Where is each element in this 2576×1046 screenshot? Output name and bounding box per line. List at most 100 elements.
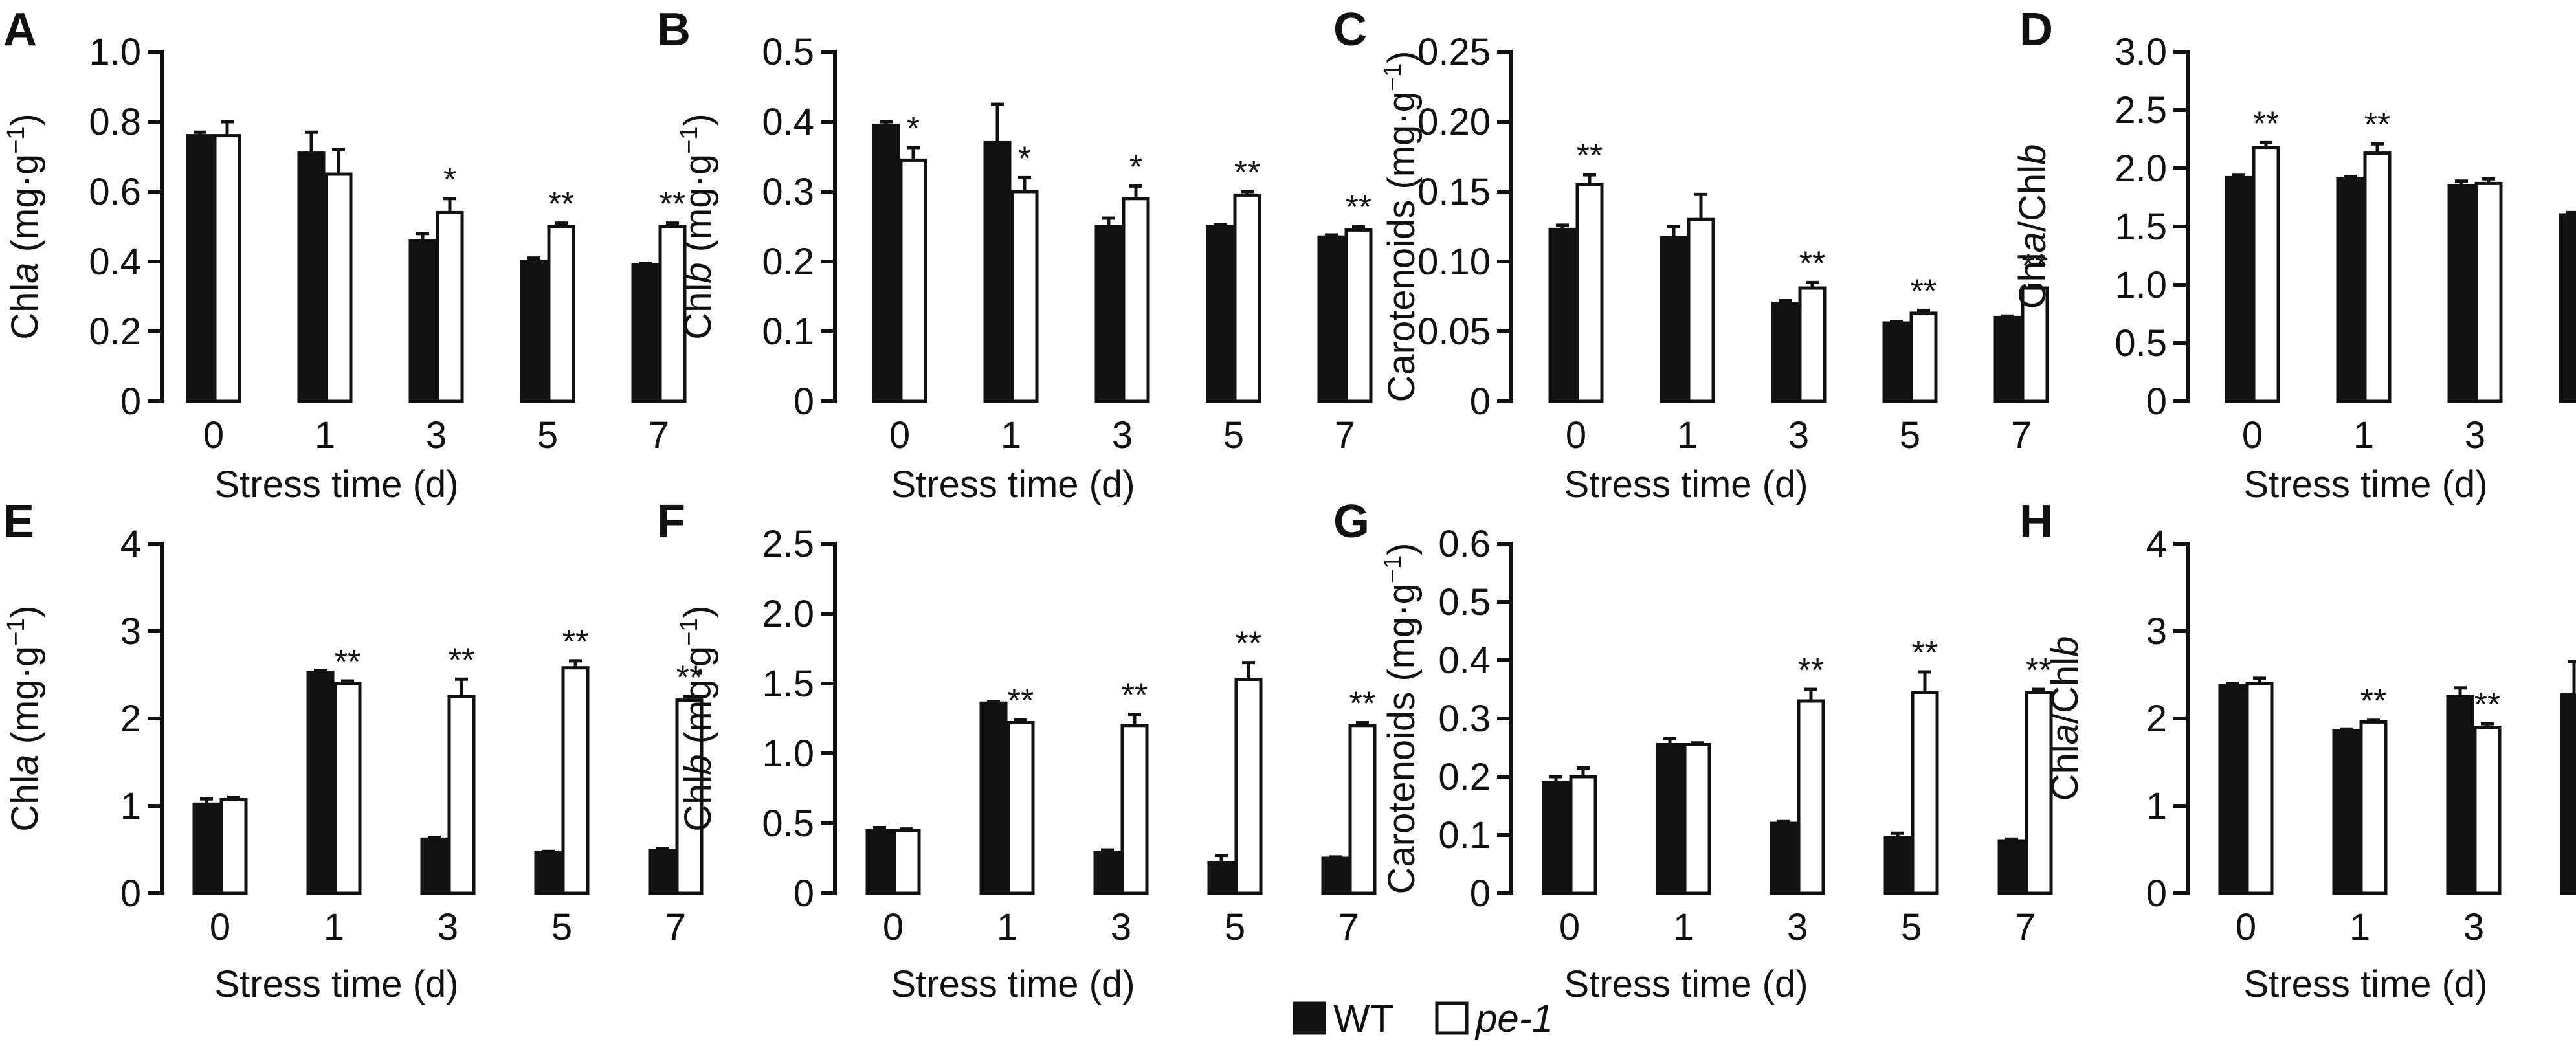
x-tick-label-f-0: 0 xyxy=(883,906,904,948)
y-axis-label-run-f-3: −1 xyxy=(676,618,703,646)
y-tick-label-e-2: 2 xyxy=(120,698,141,740)
error-bar-wt-c-1 xyxy=(1667,225,1680,238)
error-bar-pe-h-3 xyxy=(2481,722,2494,728)
bar-pe-b-1 xyxy=(1010,190,1039,403)
error-bar-wt-b-1 xyxy=(991,102,1004,143)
panel-f: F 0 0.5 1.0 1.5 2.0 2.5 Chlb (mg·g−1) 0 ** 1 ** 3 ** 5… xyxy=(657,496,1377,1005)
error-bar-pe-a-7 xyxy=(666,221,679,227)
y-axis-label-run-h-0: Chl xyxy=(2044,744,2086,801)
x-axis-label-e: Stress time (d) xyxy=(214,963,458,1005)
error-bar-pe-h-1 xyxy=(2367,718,2380,722)
significance-b-0: * xyxy=(907,110,920,148)
legend-label-0: WT xyxy=(1333,997,1393,1040)
bar-wt-a-0 xyxy=(186,134,214,403)
bar-wt-g-3 xyxy=(1770,821,1798,895)
error-bar-wt-b-3 xyxy=(1102,216,1115,227)
bar-pe-c-0 xyxy=(1575,183,1604,403)
y-axis-label-b: Chlb (mg·g−1) xyxy=(676,113,719,340)
error-bar-pe-b-3 xyxy=(1129,184,1142,199)
y-tick-label-h-2: 2 xyxy=(2146,698,2167,740)
x-tick-label-e-1: 1 xyxy=(324,906,344,948)
panel-letter-d: D xyxy=(2019,4,2053,56)
bar-pe-f-7 xyxy=(1348,724,1377,895)
bar-pe-f-5 xyxy=(1234,678,1263,895)
error-bar-pe-f-0 xyxy=(900,827,913,831)
significance-b-3: * xyxy=(1129,148,1142,186)
error-bar-wt-g-7 xyxy=(2005,837,2018,841)
panel-letter-b: B xyxy=(657,4,691,56)
bar-pe-a-1 xyxy=(324,172,353,403)
y-tick-label-e-3: 3 xyxy=(120,610,141,652)
y-axis-label-run-d-1: a xyxy=(2012,232,2054,252)
bar-pe-c-3 xyxy=(1798,286,1827,403)
error-bar-pe-e-5 xyxy=(569,659,582,668)
bar-pe-b-3 xyxy=(1122,197,1150,403)
significance-f-1: ** xyxy=(1008,682,1034,720)
y-tick-label-h-3: 3 xyxy=(2146,610,2167,652)
y-axis-label-e: Chla (mg·g−1) xyxy=(3,605,46,832)
legend: WT pe-1 xyxy=(1293,997,1553,1040)
x-tick-label-e-7: 7 xyxy=(665,906,686,948)
y-axis-label-run-a-0: Chl xyxy=(4,284,46,340)
error-bar-pe-g-7 xyxy=(2032,687,2045,693)
bar-pe-b-7 xyxy=(1344,228,1373,403)
x-tick-label-b-3: 3 xyxy=(1112,414,1133,456)
bar-wt-f-5 xyxy=(1207,860,1236,895)
error-bar-wt-d-0 xyxy=(2232,173,2245,178)
y-tick-label-a-3: 0.6 xyxy=(89,171,141,213)
bar-wt-c-3 xyxy=(1771,302,1799,403)
y-axis-label-run-b-3: −1 xyxy=(676,126,703,154)
error-bar-wt-f-5 xyxy=(1215,854,1228,863)
significance-e-5: ** xyxy=(562,623,588,661)
y-tick-label-b-5: 0.5 xyxy=(762,31,814,73)
error-bar-wt-a-7 xyxy=(639,262,652,265)
y-tick-label-f-3: 1.5 xyxy=(762,663,814,705)
error-bar-wt-c-7 xyxy=(2001,314,2014,318)
x-axis-label-h: Stress time (d) xyxy=(2243,963,2487,1005)
significance-d-1: ** xyxy=(2364,106,2390,144)
bar-wt-d-0 xyxy=(2225,175,2253,403)
legend-swatch-1 xyxy=(1435,1001,1469,1035)
bar-wt-h-1 xyxy=(2332,729,2360,895)
bar-wt-b-0 xyxy=(872,123,900,403)
x-tick-label-d-1: 1 xyxy=(2353,414,2374,456)
y-tick-label-g-1: 0.1 xyxy=(1438,814,1491,856)
bar-pe-e-0 xyxy=(219,798,248,895)
error-bar-wt-a-0 xyxy=(194,130,206,136)
x-tick-label-a-1: 1 xyxy=(315,414,335,456)
bar-wt-b-1 xyxy=(983,140,1012,403)
y-tick-label-h-1: 1 xyxy=(2146,785,2167,827)
y-axis-label-run-f-0: Chl xyxy=(677,775,719,832)
error-bar-wt-h-1 xyxy=(2340,727,2353,731)
error-bar-pe-e-1 xyxy=(341,679,354,684)
bar-pe-c-1 xyxy=(1687,217,1715,403)
x-tick-label-c-7: 7 xyxy=(2011,414,2032,456)
error-bar-wt-a-5 xyxy=(527,256,540,262)
x-tick-label-b-0: 0 xyxy=(889,414,910,456)
y-axis-label-run-f-2: (mg·g xyxy=(677,646,719,755)
bar-pe-e-5 xyxy=(561,666,590,895)
significance-g-5: ** xyxy=(1912,634,1938,672)
error-bar-pe-c-3 xyxy=(1806,280,1819,289)
significance-f-7: ** xyxy=(1349,685,1375,722)
error-bar-wt-f-0 xyxy=(873,825,886,830)
error-bar-wt-g-3 xyxy=(1777,819,1790,823)
bar-wt-d-3 xyxy=(2447,184,2476,403)
y-axis-label-run-e-1: a xyxy=(4,754,46,775)
y-axis-label-run-a-2: (mg·g xyxy=(4,154,46,263)
bar-wt-f-3 xyxy=(1093,851,1122,895)
y-axis-label-run-e-0: Chl xyxy=(4,775,46,832)
significance-a-5: ** xyxy=(548,186,574,223)
bar-wt-d-5 xyxy=(2559,213,2576,403)
x-tick-label-f-7: 7 xyxy=(1338,906,1359,948)
x-tick-label-e-5: 5 xyxy=(551,906,572,948)
significance-h-3: ** xyxy=(2474,686,2500,724)
bar-pe-b-0 xyxy=(899,158,927,403)
y-axis-label-run-e-2: (mg·g xyxy=(4,646,46,755)
error-bar-wt-c-0 xyxy=(1556,223,1569,230)
x-tick-label-d-0: 0 xyxy=(2242,414,2263,456)
legend-label-1: pe-1 xyxy=(1474,997,1553,1040)
bar-wt-e-0 xyxy=(192,802,221,895)
error-bar-wt-d-1 xyxy=(2344,175,2357,179)
bar-pe-g-0 xyxy=(1569,775,1597,895)
